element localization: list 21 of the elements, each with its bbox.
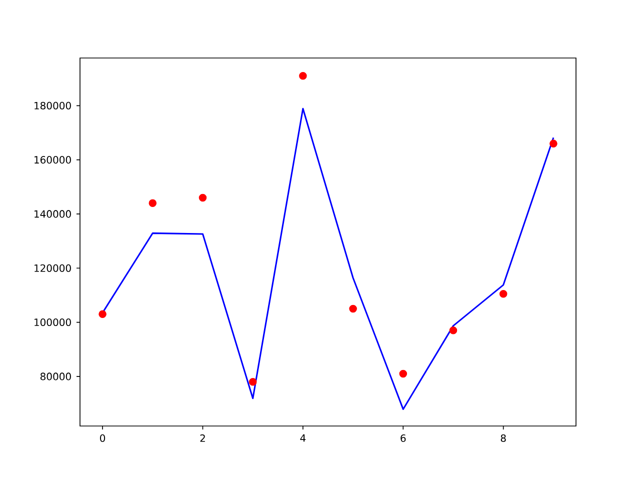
point <box>449 326 458 334</box>
x-tick-label: 6 <box>400 434 406 442</box>
point <box>399 370 408 378</box>
point <box>198 194 207 202</box>
point <box>499 290 508 298</box>
y-tick-label: 160000 <box>34 156 71 164</box>
y-tick-label: 80000 <box>40 372 71 380</box>
x-tick-label: 0 <box>100 434 106 442</box>
point <box>299 72 307 80</box>
y-tick-label: 140000 <box>34 210 71 218</box>
point <box>148 199 157 208</box>
point <box>550 140 558 148</box>
y-tick-label: 180000 <box>34 102 71 110</box>
x-tick-label: 8 <box>500 434 506 442</box>
y-tick-label: 120000 <box>34 264 71 272</box>
x-tick-label: 2 <box>200 434 205 442</box>
point <box>98 310 106 318</box>
x-tick-label: 4 <box>300 434 306 442</box>
point <box>248 378 257 386</box>
y-tick-label: 100000 <box>34 318 71 326</box>
point <box>349 304 357 313</box>
